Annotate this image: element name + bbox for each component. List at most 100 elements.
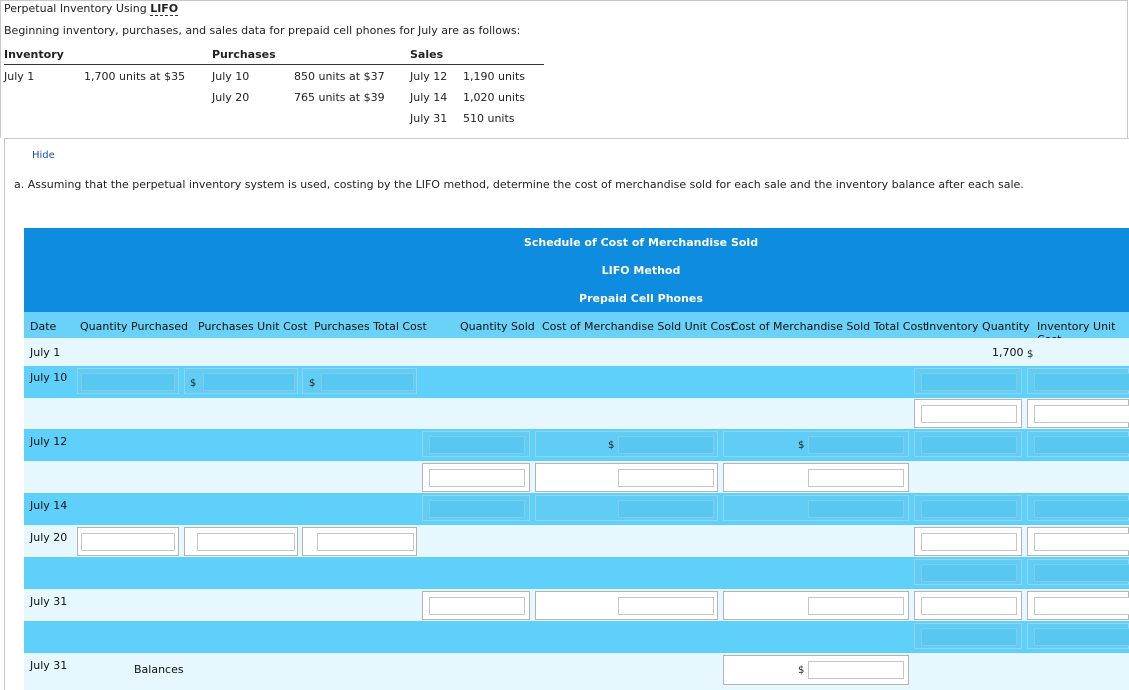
qty-sold-input[interactable]: [422, 591, 530, 620]
inventory-unit-cost-input[interactable]: [1027, 431, 1129, 457]
inventory-qty-field[interactable]: [921, 564, 1017, 582]
cms-total-cost-field[interactable]: [808, 436, 904, 454]
qty-sold-field[interactable]: [429, 469, 525, 487]
purchases-unit-cost-field[interactable]: [197, 533, 295, 551]
qty-purchased-input[interactable]: [77, 527, 179, 556]
cms-unit-cost-input[interactable]: [535, 495, 718, 521]
cms-total-balance-field[interactable]: [808, 661, 904, 679]
cms-unit-cost-field[interactable]: [618, 469, 714, 487]
qty-sold-field[interactable]: [429, 436, 525, 454]
inventory-qty-field[interactable]: [921, 373, 1017, 391]
inventory-unit-cost-input[interactable]: [1027, 527, 1129, 556]
row-date-july-1: July 1: [30, 346, 61, 359]
sale-units: 1,190 units: [463, 70, 526, 83]
cms-total-cost-field[interactable]: [808, 469, 904, 487]
col-quantity-sold: Quantity Sold: [460, 320, 535, 333]
inventory-unit-cost-input[interactable]: [1027, 495, 1129, 521]
inventory-qty-input[interactable]: [914, 368, 1022, 394]
inventory-unit-cost-field[interactable]: [1034, 597, 1129, 615]
schedule-method: LIFO Method: [601, 264, 681, 277]
qty-purchased-input[interactable]: [77, 368, 179, 394]
currency-sign: $: [190, 378, 197, 389]
purchases-total-cost-field[interactable]: [321, 373, 414, 391]
qty-sold-input[interactable]: [422, 495, 530, 521]
cms-unit-cost-field[interactable]: [618, 436, 714, 454]
purchases-total-cost-field[interactable]: [317, 533, 414, 551]
hide-link[interactable]: Hide: [32, 150, 55, 161]
qty-sold-input[interactable]: [422, 431, 530, 457]
table-header-rule: [4, 64, 544, 65]
inventory-unit-cost-input[interactable]: [1027, 623, 1129, 649]
schedule-title: Schedule of Cost of Merchandise Sold: [523, 236, 759, 249]
cms-total-cost-input[interactable]: [723, 495, 909, 521]
inventory-qty-input[interactable]: [914, 399, 1022, 428]
inventory-qty-field[interactable]: [921, 500, 1017, 518]
inventory-qty-input[interactable]: [914, 623, 1022, 649]
inventory-qty-field[interactable]: [921, 436, 1017, 454]
cms-total-cost-input[interactable]: [723, 431, 909, 457]
cms-total-cost-field[interactable]: [808, 597, 904, 615]
inventory-header: Inventory: [4, 48, 64, 61]
sale-date: July 14: [410, 91, 448, 104]
balances-label: Balances: [134, 663, 184, 676]
table-row: [24, 338, 1129, 366]
inventory-qty-input[interactable]: [914, 591, 1022, 620]
inventory-qty-input[interactable]: [914, 495, 1022, 521]
row-date-july-12: July 12: [30, 435, 68, 448]
july1-inventory-quantity: 1,700: [992, 346, 1024, 359]
inventory-qty-field[interactable]: [921, 597, 1017, 615]
purchases-total-cost-input[interactable]: [302, 527, 417, 556]
qty-purchased-field[interactable]: [81, 533, 175, 551]
table-row: [24, 653, 1129, 690]
inventory-unit-cost-field[interactable]: [1034, 564, 1129, 582]
inventory-unit-cost-field[interactable]: [1034, 628, 1129, 646]
currency-sign: $: [798, 440, 805, 451]
cms-unit-cost-field[interactable]: [618, 597, 714, 615]
inventory-unit-cost-field[interactable]: [1034, 500, 1129, 518]
qty-sold-field[interactable]: [429, 597, 525, 615]
inventory-qty-input[interactable]: [914, 527, 1022, 556]
method-term-link[interactable]: LIFO: [150, 2, 179, 16]
cms-total-balance-input[interactable]: [723, 655, 909, 685]
inventory-unit-cost-field[interactable]: [1034, 405, 1129, 423]
cms-total-cost-input[interactable]: [723, 591, 909, 620]
inventory-qty-field[interactable]: [921, 405, 1017, 423]
problem-frame: [0, 0, 1128, 138]
purchases-total-cost-input[interactable]: [302, 368, 417, 394]
answer-frame: [4, 138, 1129, 690]
row-date-july-14: July 14: [30, 499, 68, 512]
col-quantity-purchased: Quantity Purchased: [80, 320, 188, 333]
purchases-unit-cost-input[interactable]: [184, 527, 298, 556]
cms-unit-cost-input[interactable]: [535, 431, 718, 457]
inventory-qty-input[interactable]: [914, 559, 1022, 585]
inventory-unit-cost-input[interactable]: [1027, 591, 1129, 620]
inventory-qty-field[interactable]: [921, 628, 1017, 646]
inventory-qty-input[interactable]: [914, 431, 1022, 457]
inventory-unit-cost-field[interactable]: [1034, 373, 1129, 391]
row-date-july-20: July 20: [30, 531, 68, 544]
cms-unit-cost-input[interactable]: [535, 463, 718, 492]
schedule-header: [24, 228, 1129, 312]
inventory-unit-cost-input[interactable]: [1027, 399, 1129, 428]
purchases-unit-cost-input[interactable]: [184, 368, 298, 394]
column-header-row: [24, 312, 1129, 338]
inventory-unit-cost-input[interactable]: [1027, 559, 1129, 585]
inventory-qty-field[interactable]: [921, 533, 1017, 551]
qty-sold-input[interactable]: [422, 463, 530, 492]
currency-sign: $: [608, 440, 615, 451]
inventory-date: July 1: [4, 70, 35, 83]
cms-unit-cost-input[interactable]: [535, 591, 718, 620]
inventory-unit-cost-field[interactable]: [1034, 533, 1129, 551]
sale-date: July 12: [410, 70, 448, 83]
cms-total-cost-input[interactable]: [723, 463, 909, 492]
question-text: a. Assuming that the perpetual inventory…: [14, 178, 1024, 191]
purchases-unit-cost-field[interactable]: [203, 373, 295, 391]
qty-sold-field[interactable]: [429, 500, 525, 518]
cms-total-cost-field[interactable]: [808, 500, 904, 518]
inventory-unit-cost-field[interactable]: [1034, 436, 1129, 454]
col-date: Date: [30, 320, 57, 333]
cms-unit-cost-field[interactable]: [618, 500, 714, 518]
inventory-unit-cost-input[interactable]: [1027, 368, 1129, 394]
purchase-desc: 765 units at $39: [294, 91, 385, 104]
qty-purchased-field[interactable]: [81, 373, 175, 391]
